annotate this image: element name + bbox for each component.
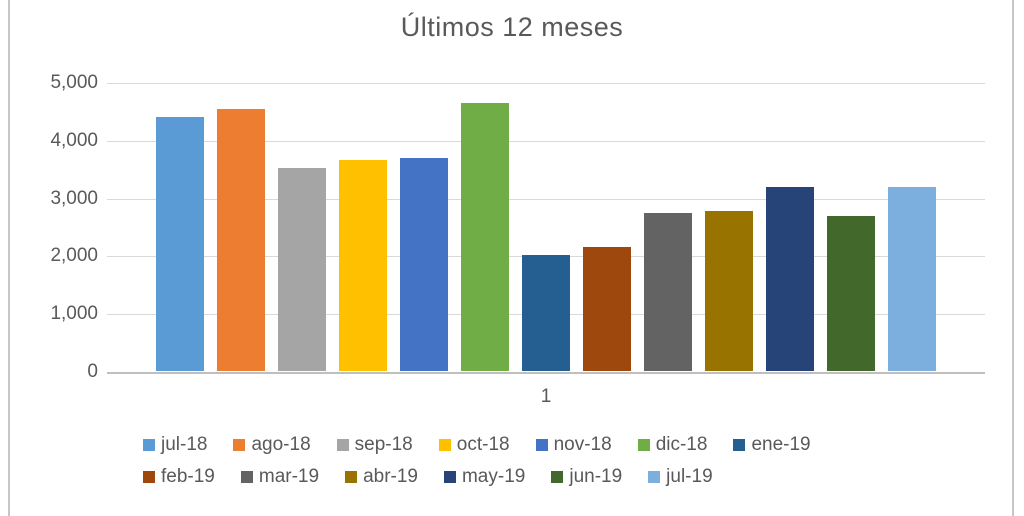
legend-label: ago-18 [251, 434, 311, 455]
legend-swatch-icon [345, 471, 358, 483]
legend-row-1: jul-18 ago-18 sep-18 oct-18 nov-18 dic-18 ene-… [143, 434, 811, 456]
bar-ene-19 [522, 255, 570, 371]
chart-title: Últimos 12 meses [400, 12, 624, 42]
legend-swatch-icon [240, 471, 253, 483]
legend-item-ago-18: ago-18 [233, 434, 311, 456]
legend-swatch-icon [438, 439, 451, 451]
x-axis-line [107, 372, 985, 374]
x-axis-category-label: 1 [540, 386, 552, 407]
y-tick-label-2,000: 2,000 [50, 245, 98, 266]
legend-swatch-icon [233, 439, 246, 451]
legend-item-jun-19: jun-19 [551, 466, 622, 488]
gridline-5,000 [107, 83, 985, 84]
plot-area [107, 83, 985, 374]
bar-mar-19 [644, 213, 692, 371]
gridline-3,000 [107, 199, 985, 200]
chart-frame-right-border [1012, 0, 1014, 516]
bar-oct-18 [339, 160, 387, 371]
bar-jul-18 [156, 117, 204, 371]
legend-item-feb-19: feb-19 [143, 466, 215, 488]
legend-swatch-icon [443, 471, 456, 483]
legend-item-ene-19: ene-19 [733, 434, 811, 456]
bar-feb-19 [583, 247, 631, 371]
legend-item-nov-18: nov-18 [535, 434, 612, 456]
legend-item-mar-19: mar-19 [240, 466, 320, 488]
legend-swatch-icon [637, 439, 650, 451]
legend-label: may-19 [461, 466, 526, 487]
legend-swatch-icon [733, 439, 746, 451]
bar-may-19 [766, 187, 814, 371]
legend-item-abr-19: abr-19 [345, 466, 418, 488]
legend-swatch-icon [336, 439, 349, 451]
legend-item-sep-18: sep-18 [336, 434, 413, 456]
legend-label: jul-18 [161, 434, 208, 455]
legend-swatch-icon [143, 471, 155, 483]
legend-label: jul-19 [666, 466, 713, 487]
legend-label: sep-18 [354, 434, 413, 455]
legend-label: dic-18 [655, 434, 708, 455]
legend-swatch-icon [551, 471, 564, 483]
legend-item-jul-18: jul-18 [143, 434, 207, 456]
legend-label: jun-19 [569, 466, 623, 487]
legend-label: oct-18 [456, 434, 510, 455]
legend-label: abr-19 [363, 466, 418, 487]
gridline-4,000 [107, 141, 985, 142]
legend: jul-18 ago-18 sep-18 oct-18 nov-18 dic-18 ene-… [143, 434, 811, 488]
bar-dic-18 [461, 103, 509, 371]
legend-swatch-icon [648, 471, 661, 483]
y-tick-label-5,000: 5,000 [50, 72, 98, 93]
bar-sep-18 [278, 168, 326, 371]
legend-row-2: feb-19 mar-19 abr-19 may-19 jun-19 jul-19 [143, 466, 811, 488]
chart-frame-left-border [8, 0, 10, 516]
bar-ago-18 [217, 109, 265, 371]
legend-item-may-19: may-19 [443, 466, 526, 488]
bar-nov-18 [400, 158, 448, 371]
y-tick-label-4,000: 4,000 [50, 130, 98, 151]
legend-label: feb-19 [161, 466, 215, 487]
legend-item-jul-19: jul-19 [648, 466, 713, 488]
legend-label: nov-18 [553, 434, 612, 455]
legend-label: mar-19 [258, 466, 320, 487]
bar-abr-19 [705, 211, 753, 371]
legend-item-dic-18: dic-18 [637, 434, 708, 456]
legend-swatch-icon [535, 439, 548, 451]
y-tick-label-0: 0 [87, 361, 98, 382]
legend-item-oct-18: oct-18 [438, 434, 510, 456]
y-tick-label-3,000: 3,000 [50, 188, 98, 209]
legend-swatch-icon [143, 439, 155, 451]
legend-label: ene-19 [751, 434, 811, 455]
bar-jun-19 [827, 216, 875, 371]
bar-jul-19 [888, 187, 936, 371]
y-tick-label-1,000: 1,000 [50, 303, 98, 324]
